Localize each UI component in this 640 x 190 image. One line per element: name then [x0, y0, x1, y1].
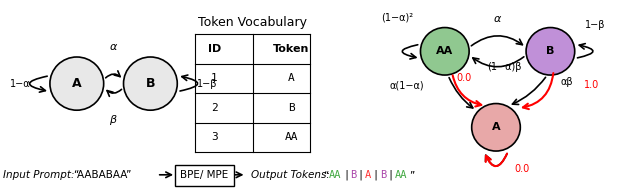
Text: AA: AA [284, 132, 298, 142]
Ellipse shape [526, 28, 575, 75]
Ellipse shape [472, 104, 520, 151]
Text: 1−β: 1−β [196, 79, 217, 89]
Text: 0.0: 0.0 [514, 164, 529, 174]
Ellipse shape [124, 57, 177, 110]
Text: A: A [492, 122, 500, 132]
Text: ID: ID [208, 44, 221, 54]
Text: BPE/ MPE: BPE/ MPE [180, 170, 228, 180]
Text: Token Vocabulary: Token Vocabulary [198, 16, 307, 29]
Text: B: B [146, 77, 155, 90]
Text: A: A [72, 77, 82, 90]
Text: 3: 3 [211, 132, 218, 142]
Text: Input Prompt:: Input Prompt: [3, 170, 75, 180]
Text: $\beta$: $\beta$ [109, 113, 118, 127]
Text: α(1−α): α(1−α) [389, 81, 424, 90]
Text: (1−α)β: (1−α)β [487, 63, 521, 72]
Ellipse shape [420, 28, 469, 75]
Text: B: B [546, 46, 555, 56]
Text: 2: 2 [211, 103, 218, 113]
Text: AA: AA [436, 46, 453, 56]
Text: AA: AA [394, 170, 407, 180]
Text: “AABABAA”: “AABABAA” [74, 170, 132, 180]
Text: $\alpha$: $\alpha$ [109, 43, 118, 52]
Text: |: | [358, 169, 364, 180]
Text: 1: 1 [211, 73, 218, 83]
Text: |: | [387, 169, 394, 180]
Text: Output Tokens:: Output Tokens: [251, 170, 330, 180]
Text: 1−α: 1−α [10, 79, 31, 89]
Text: Token: Token [273, 44, 309, 54]
Text: |: | [343, 169, 349, 180]
Text: A: A [365, 170, 371, 180]
Text: AA: AA [328, 170, 341, 180]
Text: “: “ [323, 170, 328, 180]
Text: αβ: αβ [560, 77, 573, 87]
Text: 1−β: 1−β [585, 20, 605, 30]
Text: B: B [288, 103, 294, 113]
Text: (1−α)²: (1−α)² [381, 12, 413, 22]
Text: α: α [494, 14, 501, 24]
FancyBboxPatch shape [175, 165, 234, 186]
Text: 0.0: 0.0 [456, 73, 472, 83]
Ellipse shape [50, 57, 104, 110]
Text: |: | [372, 169, 379, 180]
Text: A: A [288, 73, 294, 83]
Text: 1.0: 1.0 [584, 81, 600, 90]
Text: B: B [380, 170, 386, 180]
Text: B: B [351, 170, 356, 180]
Text: ”: ” [409, 170, 415, 180]
